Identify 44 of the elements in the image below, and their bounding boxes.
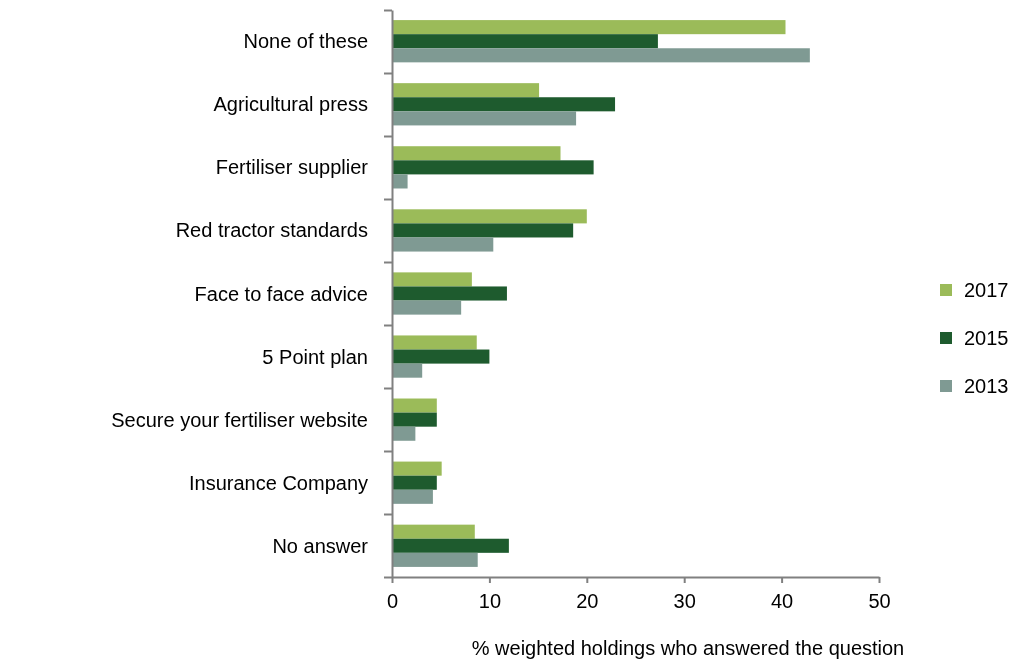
legend-label: 2015 xyxy=(964,327,1009,349)
y-tick-label: No answer xyxy=(272,534,369,557)
y-tick-label: 5 Point plan xyxy=(262,345,368,368)
bar xyxy=(392,335,477,350)
bar xyxy=(392,34,658,49)
bar xyxy=(392,160,594,175)
bar xyxy=(392,111,577,126)
bar xyxy=(392,461,442,476)
x-tick-label: 30 xyxy=(673,590,696,612)
y-tick-label: Red tractor standards xyxy=(175,219,368,242)
bar xyxy=(392,489,433,504)
bar xyxy=(392,412,437,427)
y-tick-label: Face to face advice xyxy=(194,282,368,305)
bar xyxy=(392,272,472,287)
y-tick-label: None of these xyxy=(243,30,368,53)
bar xyxy=(392,209,587,224)
y-tick-label: Insurance Company xyxy=(189,471,368,494)
bar xyxy=(392,223,574,238)
bar xyxy=(392,300,462,315)
bar xyxy=(392,524,475,539)
y-tick-label: Fertiliser supplier xyxy=(215,156,369,179)
bar xyxy=(392,83,540,98)
bar xyxy=(392,398,437,413)
bar xyxy=(392,48,810,63)
x-tick-label: 40 xyxy=(770,590,794,612)
bar xyxy=(392,237,494,252)
x-tick-label: 0 xyxy=(386,590,399,612)
x-tick-label: 20 xyxy=(576,590,599,612)
bar xyxy=(392,349,490,364)
x-tick-label: 10 xyxy=(478,590,502,612)
x-tick-label: 50 xyxy=(868,590,891,612)
bar xyxy=(392,286,507,301)
bar xyxy=(392,97,616,112)
legend-label: 2013 xyxy=(964,375,1009,397)
bar xyxy=(392,475,437,490)
bar xyxy=(392,363,423,378)
y-tick-label: Agricultural press xyxy=(213,93,368,116)
bar xyxy=(392,552,478,567)
bar xyxy=(392,146,561,161)
bar xyxy=(392,538,509,553)
legend-label: 2017 xyxy=(964,279,1009,301)
bar xyxy=(392,20,786,35)
x-axis-title: % weighted holdings who answered the question xyxy=(471,637,905,659)
y-tick-label: Secure your fertiliser website xyxy=(111,408,368,431)
